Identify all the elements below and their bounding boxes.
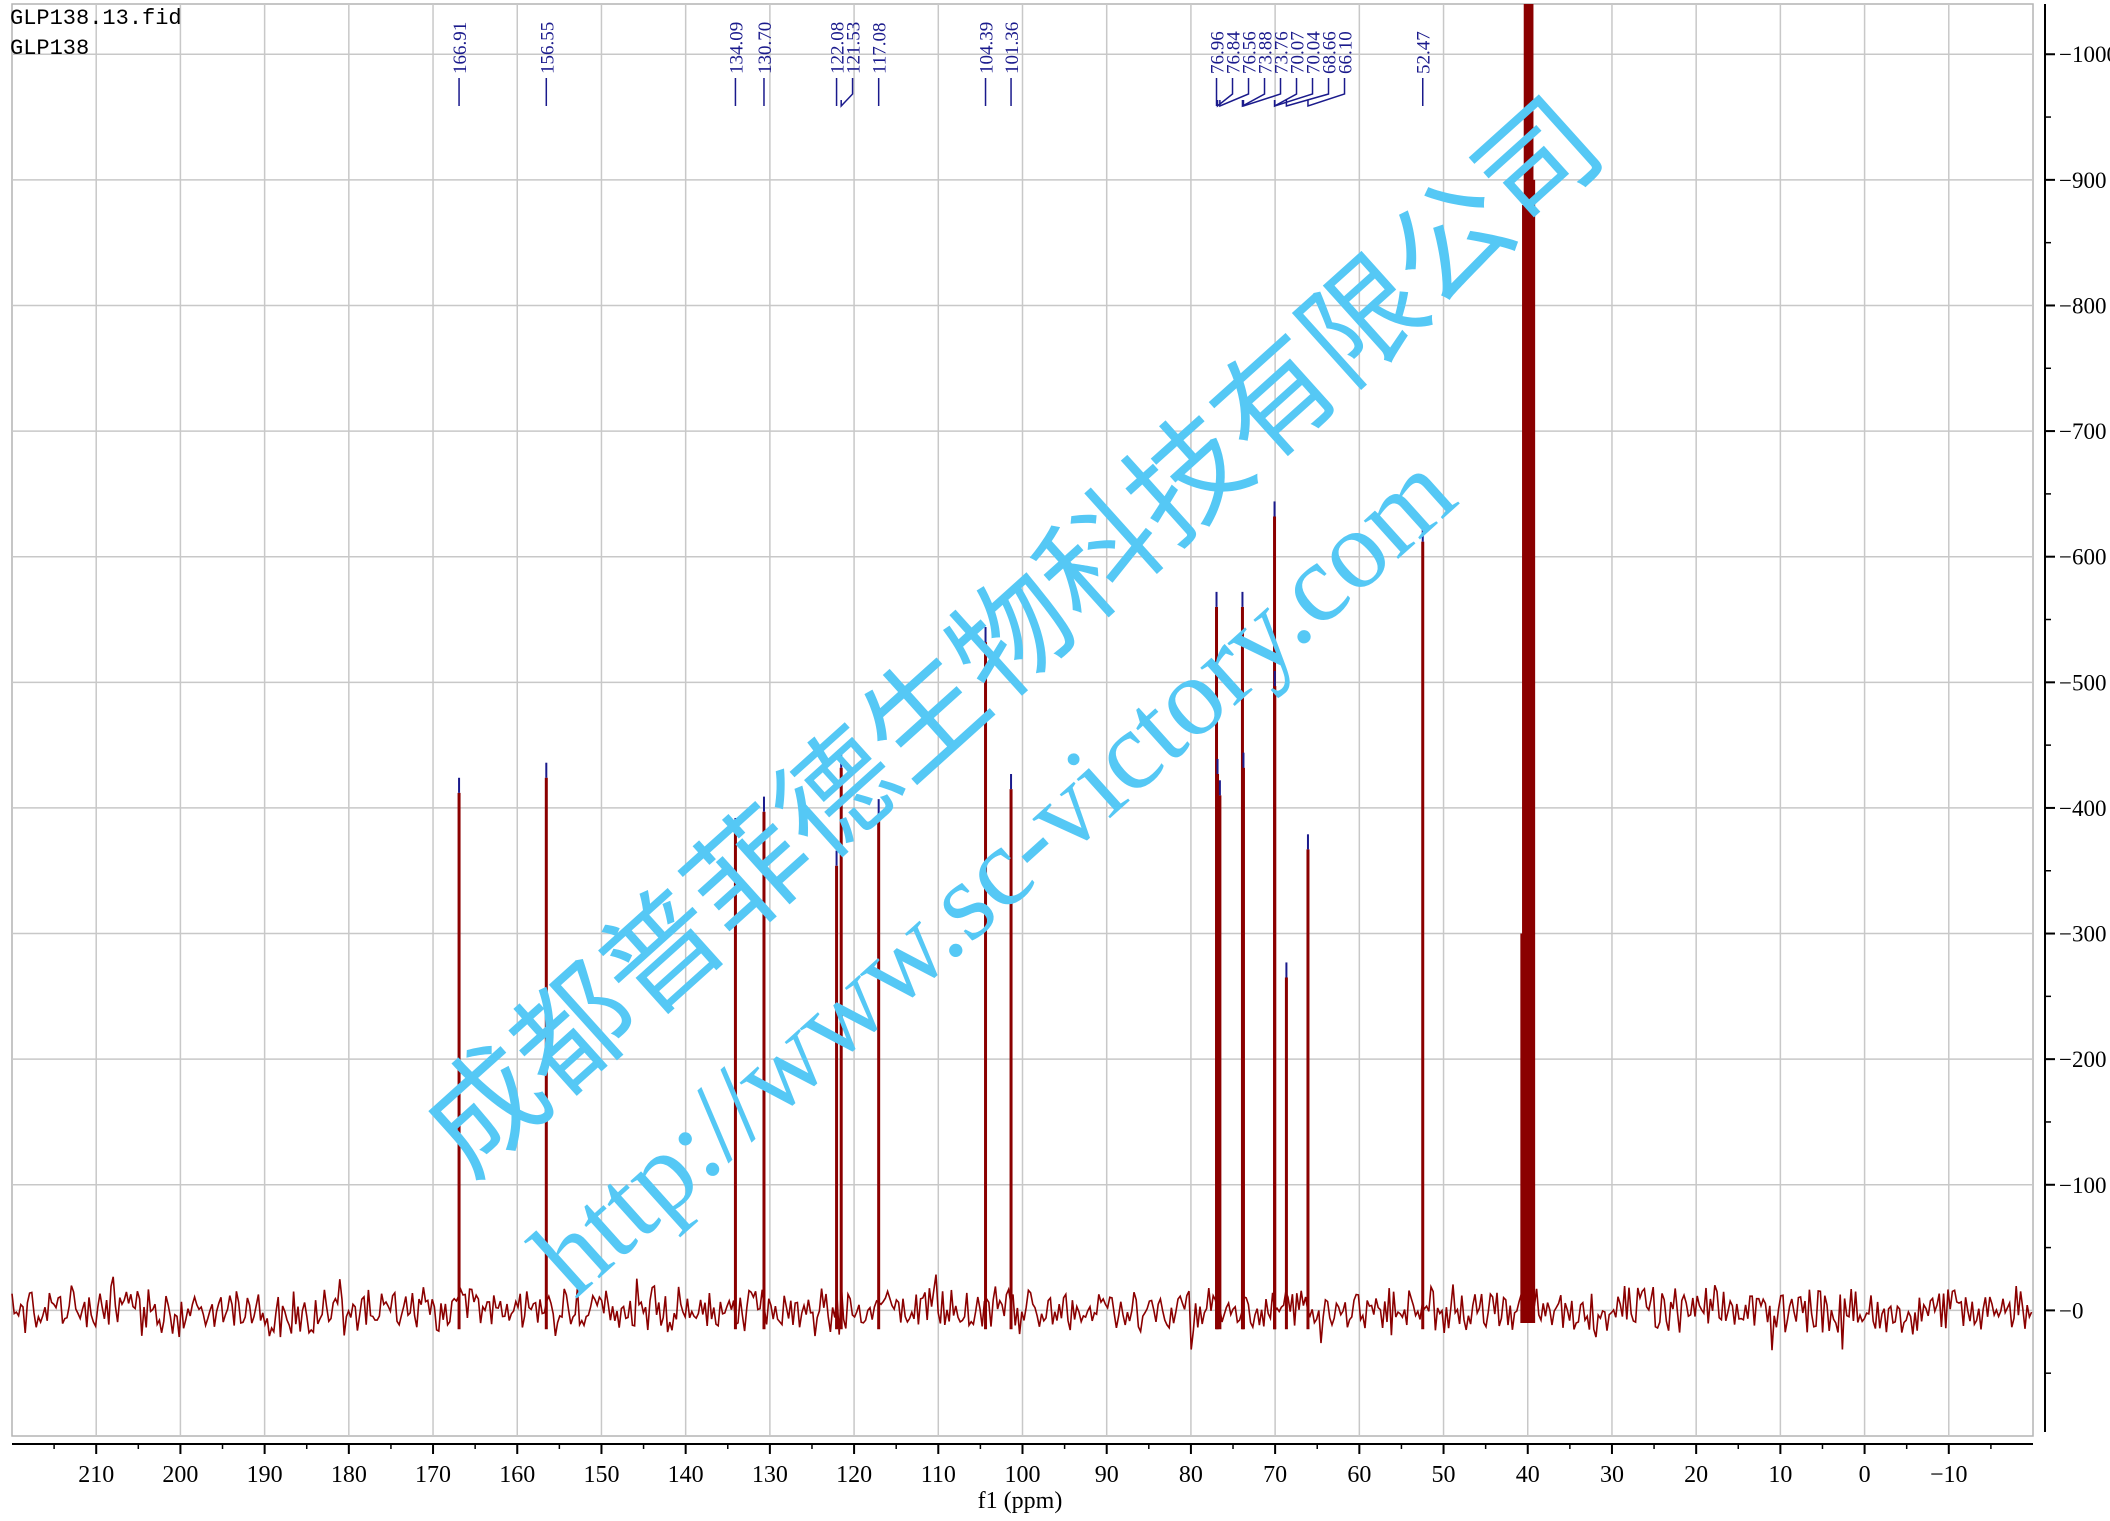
peak-label-group: 121.53 — [840, 22, 865, 108]
peak-label-leader — [840, 78, 854, 108]
y-tick-label: −100 — [2059, 1173, 2106, 1198]
peak-label-group: 76.56 — [1219, 31, 1261, 108]
peak-label: 117.08 — [870, 22, 891, 74]
x-tick-label: 150 — [583, 1462, 619, 1488]
x-tick-label: 100 — [1005, 1462, 1041, 1488]
peak-label-leader — [1216, 78, 1234, 108]
peak-label-group: 134.09 — [726, 22, 747, 106]
sample-name: GLP138 — [10, 36, 90, 61]
y-tick-label: −200 — [2059, 1047, 2106, 1072]
x-tick-label: 30 — [1600, 1462, 1624, 1488]
peak-label-group: 52.47 — [1414, 31, 1435, 106]
peak-label: 76.84 — [1224, 31, 1245, 74]
x-tick-label: 70 — [1263, 1462, 1287, 1488]
peak-label-leader — [1219, 78, 1250, 108]
x-tick-label: 180 — [331, 1462, 367, 1488]
peak-label-group: 122.08 — [828, 22, 849, 106]
peak-label-leader — [1242, 78, 1282, 108]
peak-label: 76.56 — [1240, 31, 1261, 74]
x-axis-title: f1 (ppm) — [978, 1488, 1063, 1514]
y-tick-label: −1000 — [2059, 42, 2110, 67]
x-tick-label: 210 — [78, 1462, 114, 1488]
y-tick-label: −300 — [2059, 922, 2106, 947]
x-tick-label: 120 — [836, 1462, 872, 1488]
peak-label: 166.91 — [450, 22, 471, 74]
peak-label-group: 73.76 — [1242, 31, 1293, 108]
peak-label-leader — [1274, 78, 1314, 108]
peak-label: 73.76 — [1272, 31, 1293, 74]
peak-label: 134.09 — [726, 22, 747, 74]
x-tick-label: 80 — [1179, 1462, 1203, 1488]
peak-label: 68.66 — [1320, 31, 1341, 74]
y-tick-label: −800 — [2059, 293, 2106, 318]
x-tick-label: 50 — [1432, 1462, 1456, 1488]
x-tick-label: 0 — [1859, 1462, 1871, 1488]
sample-filename: GLP138.13.fid — [10, 6, 182, 31]
peak-label-group: 73.88 — [1241, 31, 1277, 108]
x-tick-label: 110 — [921, 1462, 956, 1488]
peak-label: 52.47 — [1414, 31, 1435, 74]
peak-label: 76.96 — [1208, 31, 1229, 74]
peak-label: 70.04 — [1304, 31, 1325, 74]
peak-label-group: 130.70 — [755, 22, 776, 106]
grid — [11, 3, 2034, 1437]
peak-label: 130.70 — [755, 22, 776, 74]
peak-label-group: 101.36 — [1002, 22, 1023, 106]
spectrum-baseline — [11, 1274, 2033, 1351]
peak-label: 156.55 — [537, 22, 558, 74]
peak-label: 121.53 — [844, 22, 865, 74]
y-tick-label: −700 — [2059, 419, 2106, 444]
x-tick-label: 160 — [499, 1462, 535, 1488]
peak-label-group: 66.10 — [1307, 31, 1357, 108]
x-tick-label: 190 — [247, 1462, 283, 1488]
peak-label: 70.07 — [1288, 31, 1309, 74]
x-tick-label: 90 — [1095, 1462, 1119, 1488]
peak-label-group: 70.04 — [1274, 31, 1325, 108]
peak-label: 66.10 — [1336, 31, 1357, 74]
peak-label-group: 104.39 — [977, 22, 998, 106]
y-tick-label: −0 — [2059, 1298, 2083, 1323]
peak-label: 101.36 — [1002, 22, 1023, 74]
y-tick-label: −900 — [2059, 168, 2106, 193]
peak-label: 104.39 — [977, 22, 998, 74]
peak-label-group: 76.84 — [1216, 31, 1245, 108]
x-tick-label: 60 — [1347, 1462, 1371, 1488]
peak-label-group: 76.96 — [1208, 31, 1229, 106]
x-tick-label: −10 — [1930, 1462, 1968, 1488]
peak-label-leader — [1307, 78, 1346, 108]
x-tick-label: 40 — [1516, 1462, 1540, 1488]
peak-label-group: 156.55 — [537, 22, 558, 106]
peak-label: 122.08 — [828, 22, 849, 74]
x-tick-label: 10 — [1768, 1462, 1792, 1488]
x-tick-label: 130 — [752, 1462, 788, 1488]
y-tick-label: −500 — [2059, 670, 2106, 695]
x-tick-label: 140 — [668, 1462, 704, 1488]
y-tick-label: −400 — [2059, 796, 2106, 821]
x-tick-label: 200 — [162, 1462, 198, 1488]
y-tick-label: −600 — [2059, 545, 2106, 570]
peak-label: 73.88 — [1256, 31, 1277, 74]
peak-label-group: 166.91 — [450, 22, 471, 106]
x-tick-label: 20 — [1684, 1462, 1708, 1488]
axes: 210 200 190 180 170 160 150 140 130 120 110 100 90 80… — [12, 4, 2110, 1488]
spectrum — [11, 4, 2033, 1351]
peak-label-leader — [1241, 78, 1266, 108]
x-tick-label: 170 — [415, 1462, 451, 1488]
peak-label-group: 117.08 — [870, 22, 891, 106]
